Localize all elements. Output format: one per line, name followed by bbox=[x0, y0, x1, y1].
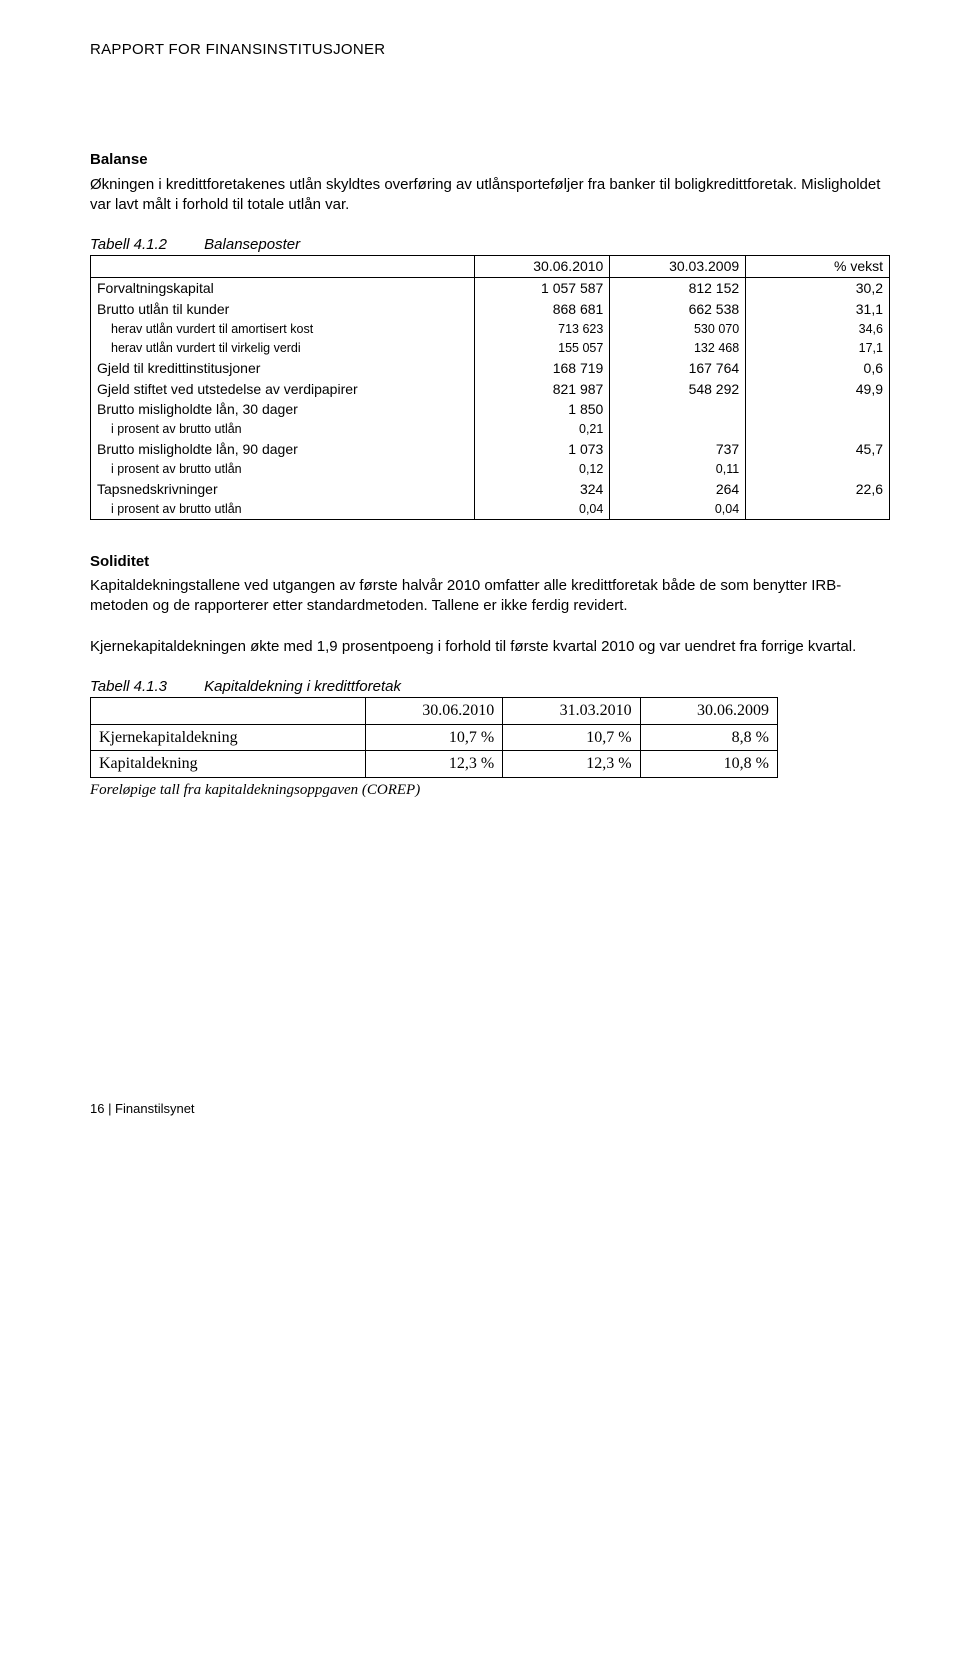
table1-h1: 30.06.2010 bbox=[474, 256, 610, 278]
row-v3 bbox=[746, 460, 890, 479]
row-v3: 17,1 bbox=[746, 339, 890, 358]
balance-section: Balanse Økningen i kredittforetakenes ut… bbox=[90, 150, 890, 215]
row-label: Kjernekapitaldekning bbox=[91, 724, 366, 751]
table2-footnote: Foreløpige tall fra kapitaldekningsoppga… bbox=[90, 780, 890, 800]
table-row: herav utlån vurdert til virkelig verdi15… bbox=[91, 339, 890, 358]
row-v1: 868 681 bbox=[474, 299, 610, 320]
row-label: Brutto utlån til kunder bbox=[91, 299, 475, 320]
table2-h3: 30.06.2009 bbox=[640, 698, 777, 725]
table-row: Gjeld stiftet ved utstedelse av verdipap… bbox=[91, 379, 890, 400]
table1-caption: Tabell 4.1.2 Balanseposter bbox=[90, 235, 890, 255]
row-v3: 45,7 bbox=[746, 439, 890, 460]
table2-header-row: 30.06.2010 31.03.2010 30.06.2009 bbox=[91, 698, 778, 725]
row-v2: 737 bbox=[610, 439, 746, 460]
soliditet-title: Soliditet bbox=[90, 552, 890, 572]
row-v1: 155 057 bbox=[474, 339, 610, 358]
row-v2 bbox=[610, 399, 746, 420]
table-row: Gjeld til kredittinstitusjoner168 719167… bbox=[91, 358, 890, 379]
row-v2: 264 bbox=[610, 479, 746, 500]
row-label: Brutto misligholdte lån, 30 dager bbox=[91, 399, 475, 420]
table2-h-blank bbox=[91, 698, 366, 725]
row-v3: 0,6 bbox=[746, 358, 890, 379]
row-label: Gjeld til kredittinstitusjoner bbox=[91, 358, 475, 379]
row-v1: 0,04 bbox=[474, 500, 610, 519]
table-row: Brutto misligholdte lån, 90 dager1 07373… bbox=[91, 439, 890, 460]
row-v3 bbox=[746, 420, 890, 439]
balanseposter-table: 30.06.2010 30.03.2009 % vekst Forvaltnin… bbox=[90, 255, 890, 520]
row-v1: 168 719 bbox=[474, 358, 610, 379]
table-row: Tapsnedskrivninger32426422,6 bbox=[91, 479, 890, 500]
row-v2: 12,3 % bbox=[503, 751, 640, 778]
row-v3: 22,6 bbox=[746, 479, 890, 500]
table1-number: Tabell 4.1.2 bbox=[90, 235, 200, 255]
table-row: i prosent av brutto utlån0,120,11 bbox=[91, 460, 890, 479]
table2-title: Kapitaldekning i kredittforetak bbox=[204, 678, 401, 695]
table-row: Kjernekapitaldekning10,7 %10,7 %8,8 % bbox=[91, 724, 778, 751]
row-v2: 10,7 % bbox=[503, 724, 640, 751]
row-v1: 821 987 bbox=[474, 379, 610, 400]
row-v3: 30,2 bbox=[746, 278, 890, 299]
row-label: Forvaltningskapital bbox=[91, 278, 475, 299]
row-label: Gjeld stiftet ved utstedelse av verdipap… bbox=[91, 379, 475, 400]
row-v1: 1 073 bbox=[474, 439, 610, 460]
row-v2: 530 070 bbox=[610, 320, 746, 339]
row-v3 bbox=[746, 500, 890, 519]
row-v1: 10,7 % bbox=[365, 724, 502, 751]
kapitaldekning-table: 30.06.2010 31.03.2010 30.06.2009 Kjernek… bbox=[90, 697, 778, 778]
row-v1: 0,12 bbox=[474, 460, 610, 479]
row-v3: 31,1 bbox=[746, 299, 890, 320]
row-label: i prosent av brutto utlån bbox=[91, 500, 475, 519]
row-v1: 1 850 bbox=[474, 399, 610, 420]
row-v2: 548 292 bbox=[610, 379, 746, 400]
row-v3: 34,6 bbox=[746, 320, 890, 339]
table2-number: Tabell 4.1.3 bbox=[90, 677, 200, 697]
table2-h1: 30.06.2010 bbox=[365, 698, 502, 725]
row-v2: 132 468 bbox=[610, 339, 746, 358]
row-v3 bbox=[746, 399, 890, 420]
balance-title: Balanse bbox=[90, 150, 890, 170]
table2-h2: 31.03.2010 bbox=[503, 698, 640, 725]
row-v2: 662 538 bbox=[610, 299, 746, 320]
row-label: Tapsnedskrivninger bbox=[91, 479, 475, 500]
table-row: Brutto utlån til kunder868 681662 53831,… bbox=[91, 299, 890, 320]
row-label: herav utlån vurdert til virkelig verdi bbox=[91, 339, 475, 358]
table-row: i prosent av brutto utlån0,21 bbox=[91, 420, 890, 439]
table-row: Kapitaldekning12,3 %12,3 %10,8 % bbox=[91, 751, 778, 778]
row-label: i prosent av brutto utlån bbox=[91, 420, 475, 439]
table-row: Forvaltningskapital1 057 587812 15230,2 bbox=[91, 278, 890, 299]
row-v3: 49,9 bbox=[746, 379, 890, 400]
row-v2: 167 764 bbox=[610, 358, 746, 379]
document-header: RAPPORT FOR FINANSINSTITUSJONER bbox=[90, 40, 890, 60]
row-v1: 324 bbox=[474, 479, 610, 500]
row-label: Brutto misligholdte lån, 90 dager bbox=[91, 439, 475, 460]
row-v3: 10,8 % bbox=[640, 751, 777, 778]
soliditet-section: Soliditet Kapitaldekningstallene ved utg… bbox=[90, 552, 890, 657]
row-label: Kapitaldekning bbox=[91, 751, 366, 778]
page-number: 16 | Finanstilsynet bbox=[90, 1100, 890, 1118]
soliditet-p1: Kapitaldekningstallene ved utgangen av f… bbox=[90, 576, 890, 617]
row-label: herav utlån vurdert til amortisert kost bbox=[91, 320, 475, 339]
row-v1: 12,3 % bbox=[365, 751, 502, 778]
table2-caption: Tabell 4.1.3 Kapitaldekning i kredittfor… bbox=[90, 677, 890, 697]
table1-title: Balanseposter bbox=[204, 236, 300, 253]
row-v1: 1 057 587 bbox=[474, 278, 610, 299]
table1-h-blank bbox=[91, 256, 475, 278]
balance-text: Økningen i kredittforetakenes utlån skyl… bbox=[90, 175, 890, 216]
row-v1: 0,21 bbox=[474, 420, 610, 439]
row-v2: 0,04 bbox=[610, 500, 746, 519]
table1-h2: 30.03.2009 bbox=[610, 256, 746, 278]
table-row: herav utlån vurdert til amortisert kost7… bbox=[91, 320, 890, 339]
row-v2: 0,11 bbox=[610, 460, 746, 479]
row-label: i prosent av brutto utlån bbox=[91, 460, 475, 479]
table-row: Brutto misligholdte lån, 30 dager1 850 bbox=[91, 399, 890, 420]
table-row: i prosent av brutto utlån0,040,04 bbox=[91, 500, 890, 519]
row-v3: 8,8 % bbox=[640, 724, 777, 751]
table1-h3: % vekst bbox=[746, 256, 890, 278]
soliditet-p2: Kjernekapitaldekningen økte med 1,9 pros… bbox=[90, 637, 890, 657]
row-v2: 812 152 bbox=[610, 278, 746, 299]
row-v1: 713 623 bbox=[474, 320, 610, 339]
table1-header-row: 30.06.2010 30.03.2009 % vekst bbox=[91, 256, 890, 278]
row-v2 bbox=[610, 420, 746, 439]
